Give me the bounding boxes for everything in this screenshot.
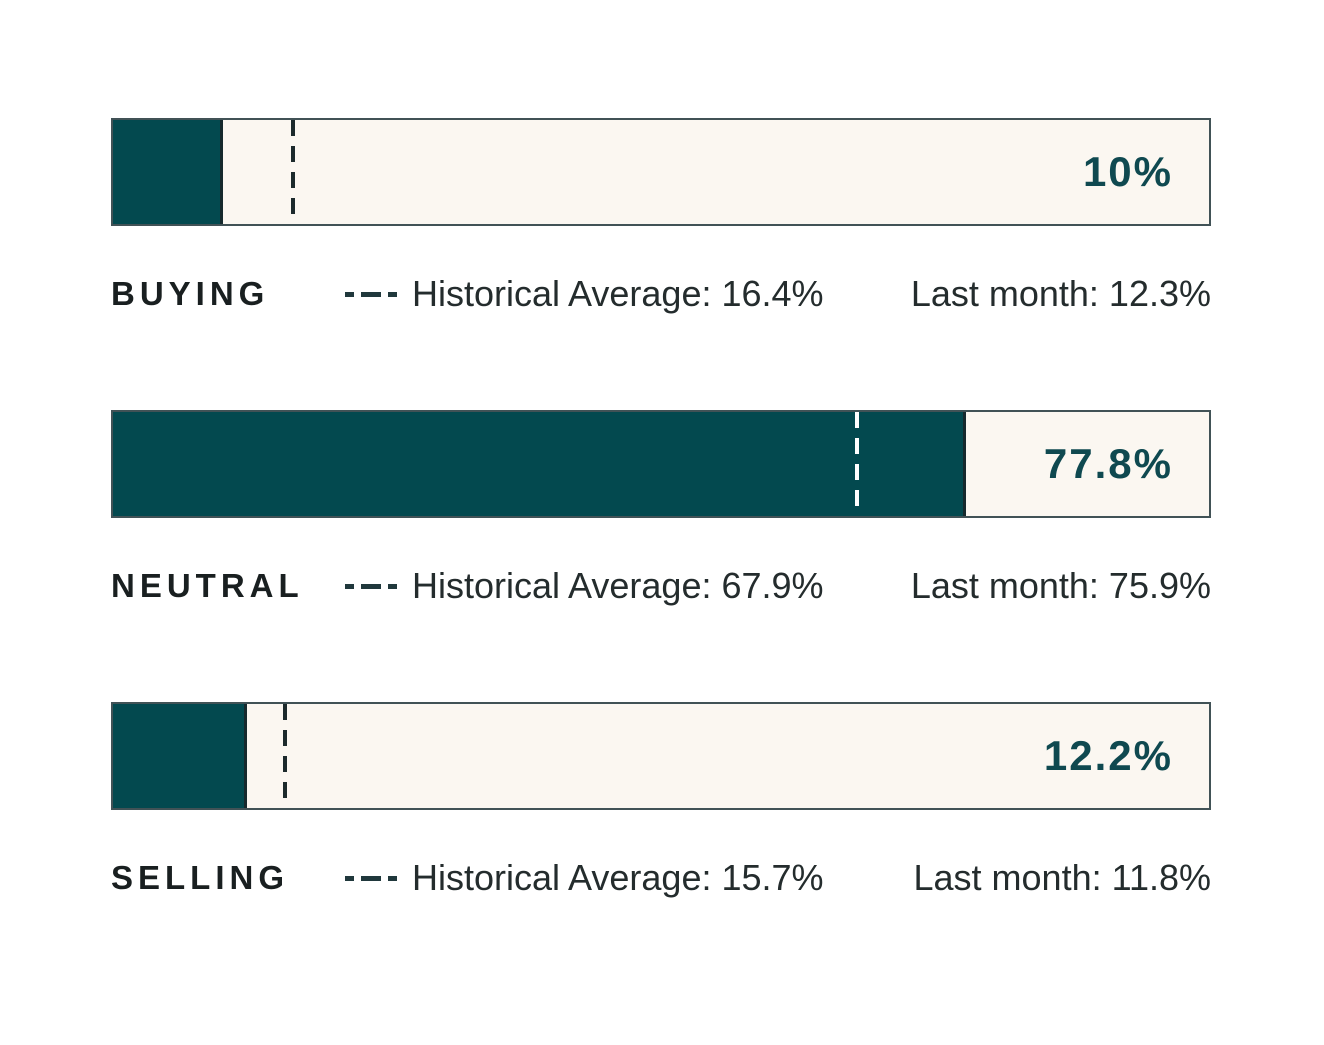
selling-label: SELLING (111, 859, 290, 896)
selling-historical-average-marker (283, 704, 288, 808)
sentiment-bar-chart: 10% BUYING Historical Average: 16.4% Las… (111, 118, 1211, 902)
buying-label: BUYING (111, 275, 270, 312)
neutral-historical-average-marker (855, 412, 860, 516)
selling-historical-average-text: Historical Average: 15.7% (412, 857, 824, 898)
dashed-line-icon (345, 583, 397, 589)
neutral-last-month-text: Last month: 75.9% (910, 565, 1211, 606)
buying-bar: 10% (111, 118, 1211, 226)
selling-last-month-text: Last month: 11.8% (913, 857, 1211, 898)
neutral-label: NEUTRAL (111, 567, 304, 604)
selling-value: 12.2% (1043, 732, 1173, 779)
selling-bar: 12.2% (111, 702, 1211, 810)
dashed-line-icon (345, 291, 397, 297)
neutral-historical-average-text: Historical Average: 67.9% (412, 565, 824, 606)
selling-bar-fill (113, 704, 247, 808)
dashed-line-icon (345, 875, 397, 881)
buying-legend-row: BUYING Historical Average: 16.4% Last mo… (111, 270, 1211, 318)
selling-group: 12.2% SELLING Historical Average: 15.7% … (111, 702, 1211, 902)
buying-historical-average-marker (290, 120, 295, 224)
buying-last-month-text: Last month: 12.3% (910, 273, 1211, 314)
selling-legend-row: SELLING Historical Average: 15.7% Last m… (111, 854, 1211, 902)
buying-group: 10% BUYING Historical Average: 16.4% Las… (111, 118, 1211, 318)
neutral-value: 77.8% (1043, 440, 1173, 487)
neutral-bar: 77.8% (111, 410, 1211, 518)
neutral-legend-row: NEUTRAL Historical Average: 67.9% Last m… (111, 562, 1211, 610)
neutral-group: 77.8% NEUTRAL Historical Average: 67.9% … (111, 410, 1211, 610)
buying-value: 10% (1082, 148, 1173, 195)
neutral-bar-fill (113, 412, 966, 516)
buying-bar-fill (113, 120, 223, 224)
buying-historical-average-text: Historical Average: 16.4% (412, 273, 824, 314)
